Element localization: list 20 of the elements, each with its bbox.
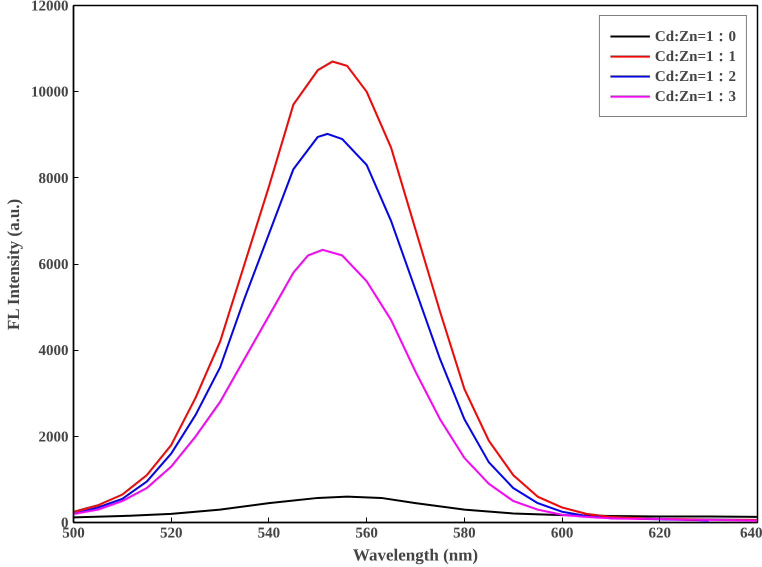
legend-label: Cd:Zn=1：1 xyxy=(654,48,736,66)
y-axis-title: FL Intensity (a.u.) xyxy=(4,198,23,330)
y-tick-label: 10000 xyxy=(31,84,68,101)
y-tick-label: 8000 xyxy=(38,170,68,187)
x-tick-label: 540 xyxy=(258,526,280,542)
legend-label: Cd:Zn=1：0 xyxy=(654,28,736,46)
y-tick-label: 2000 xyxy=(38,429,68,446)
x-axis-title: Wavelength (nm) xyxy=(352,546,478,564)
y-tick-label: 4000 xyxy=(38,343,68,360)
y-tick-label: 6000 xyxy=(38,257,68,273)
line-series xyxy=(74,132,710,522)
y-tick-label: 12000 xyxy=(31,0,68,14)
x-tick-label: 560 xyxy=(355,526,378,542)
x-tick-label: 640 xyxy=(740,526,762,542)
x-tick-label: 620 xyxy=(648,526,672,542)
x-tick-label: 580 xyxy=(453,526,476,542)
x-tick-label: 600 xyxy=(550,526,574,542)
x-tick-label: 520 xyxy=(160,526,182,542)
legend-label: Cd:Zn=1：3 xyxy=(654,88,736,106)
legend-label: Cd:Zn=1：2 xyxy=(654,68,736,86)
